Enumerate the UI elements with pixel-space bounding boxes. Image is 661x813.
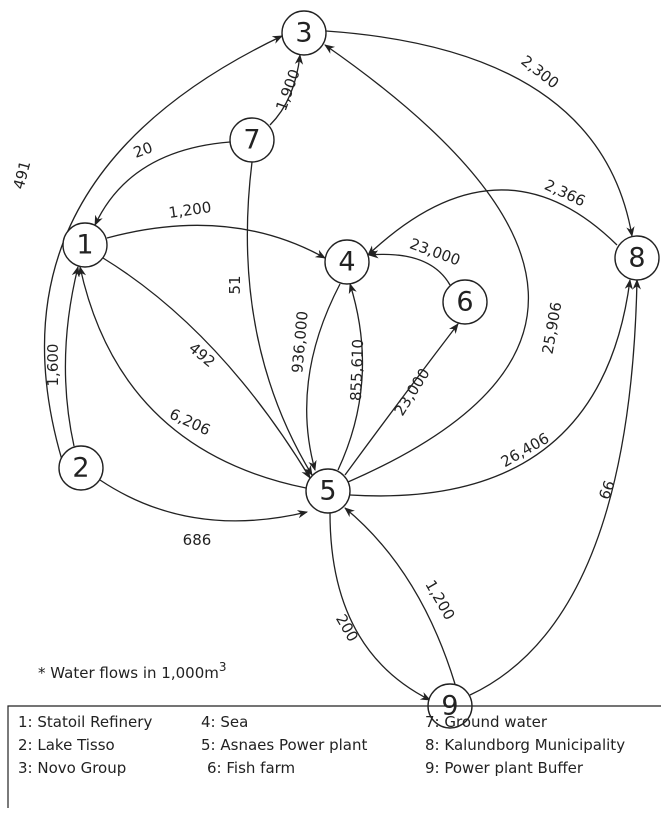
edge-label: 2,300 [518, 52, 563, 93]
edge [324, 44, 529, 483]
edge [77, 265, 307, 489]
edge [344, 323, 459, 476]
node-label: 8 [628, 243, 645, 274]
edge [337, 283, 364, 471]
node [324, 239, 370, 285]
node [62, 222, 108, 268]
note-superscript: 3 [219, 660, 227, 674]
edge [94, 141, 231, 226]
edge [246, 161, 313, 476]
node [281, 10, 327, 56]
legend-entry: 4: Sea [201, 713, 248, 731]
edge-label: 1,900 [272, 67, 304, 114]
edge-label: 23,000 [407, 235, 462, 270]
edge-label: 200 [332, 611, 362, 645]
edge-label: 855,610 [347, 339, 367, 402]
edges [43, 30, 641, 701]
edge-label: 25,906 [539, 301, 566, 356]
legend: 1: Statoil Refinery 2: Lake Tisso 3: Nov… [7, 705, 661, 808]
legend-entry: 6: Fish farm [207, 759, 295, 777]
edge [367, 250, 451, 286]
node-label: 4 [338, 247, 355, 278]
legend-entry: 9: Power plant Buffer [425, 759, 584, 777]
edge [367, 189, 618, 256]
legend-entry: 1: Statoil Refinery [18, 713, 152, 731]
edge-label: 1,200 [167, 198, 212, 222]
edge-label: 936,000 [288, 310, 311, 373]
edge-label: 686 [183, 531, 212, 549]
edge-label: 491 [10, 159, 35, 191]
edge [99, 479, 309, 522]
legend-entry: 2: Lake Tisso [18, 736, 115, 754]
edge-label: 1,200 [421, 577, 458, 623]
node [58, 445, 104, 491]
edge [106, 224, 326, 259]
node-label: 7 [243, 125, 260, 156]
legend-entry: 5: Asnaes Power plant [201, 736, 367, 754]
edge [43, 35, 283, 461]
node [442, 279, 488, 325]
edge-label: 66 [595, 478, 618, 502]
node-label: 3 [295, 18, 312, 49]
legend-entry: 3: Novo Group [18, 759, 126, 777]
legend-entry: 8: Kalundborg Municipality [425, 736, 625, 754]
edge [269, 53, 304, 126]
edge [102, 257, 311, 479]
nodes: 1 2 3 4 5 6 7 8 9 [58, 10, 660, 729]
edge-label: 20 [131, 138, 155, 161]
edge [325, 30, 635, 238]
edge-label: 51 [226, 275, 244, 294]
edge [329, 512, 431, 701]
edge-label: 492 [185, 339, 219, 371]
edge [469, 278, 641, 696]
note: * Water flows in 1,000m3 [38, 660, 227, 682]
node-label: 2 [72, 453, 89, 484]
node [305, 468, 351, 514]
node-label: 6 [456, 287, 473, 318]
edge [64, 265, 80, 447]
edge-label: 6,206 [167, 405, 214, 439]
node [614, 235, 660, 281]
edge [344, 507, 456, 685]
legend-frame [7, 705, 661, 808]
note-text: * Water flows in 1,000m [38, 664, 219, 682]
edge [349, 278, 633, 497]
node-label: 1 [76, 230, 93, 261]
node [229, 117, 275, 163]
edge [306, 283, 341, 472]
legend-entry: 7: Ground water [425, 713, 548, 731]
node-label: 5 [319, 476, 336, 507]
edge-label: 23,000 [390, 365, 433, 419]
edge-label: 2,366 [542, 176, 589, 210]
edge-label: 1,600 [44, 344, 62, 387]
